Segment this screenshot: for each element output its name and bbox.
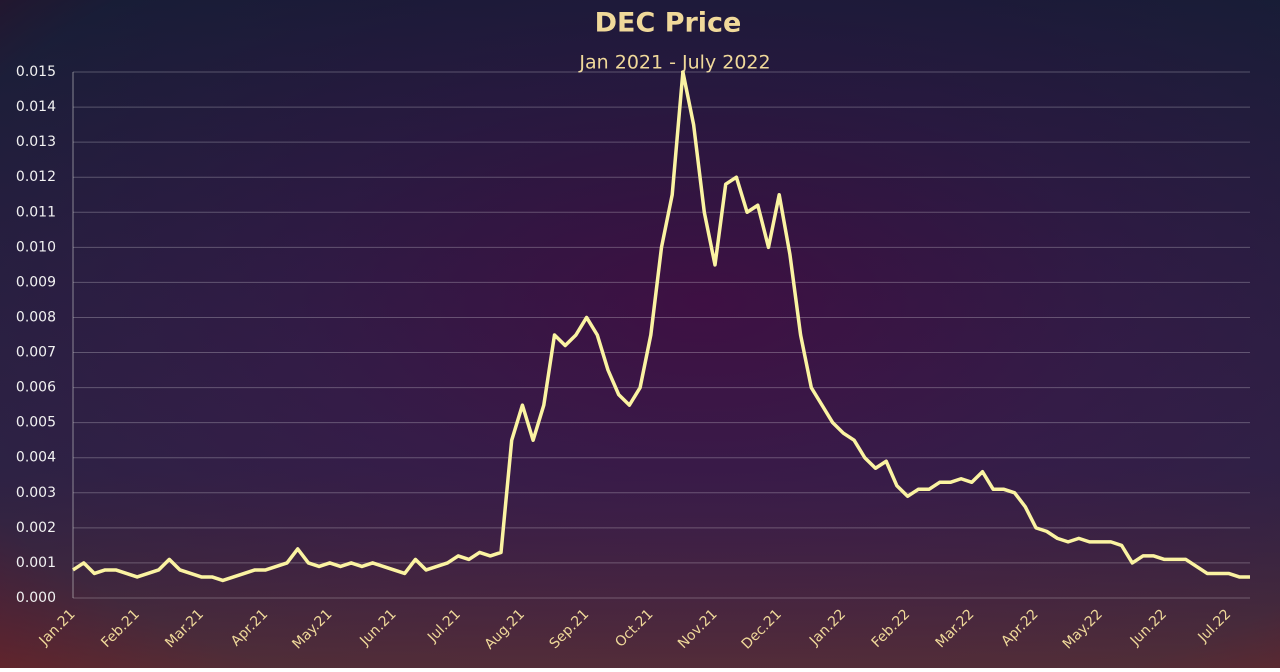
y-tick-label: 0.005 <box>16 415 56 431</box>
y-tick-label: 0.003 <box>16 485 56 501</box>
y-tick-label: 0.010 <box>16 239 56 255</box>
y-tick-label: 0.006 <box>16 380 56 396</box>
y-tick-label: 0.012 <box>16 169 56 185</box>
y-tick-label: 0.001 <box>16 555 56 571</box>
chart-subtitle: Jan 2021 - July 2022 <box>578 52 770 74</box>
y-tick-label: 0.015 <box>16 64 56 80</box>
y-tick-label: 0.011 <box>16 204 56 220</box>
y-tick-label: 0.009 <box>16 274 56 290</box>
price-line <box>72 70 1250 583</box>
y-tick-label: 0.008 <box>16 309 56 325</box>
y-tick-label: 0.013 <box>16 134 56 150</box>
chart-title: DEC Price <box>595 8 742 39</box>
y-tick-label: 0.002 <box>16 520 56 536</box>
y-tick-label: 0.000 <box>16 590 56 606</box>
y-tick-label: 0.004 <box>16 450 56 466</box>
y-tick-label: 0.007 <box>16 345 56 361</box>
y-tick-label: 0.014 <box>16 99 56 115</box>
